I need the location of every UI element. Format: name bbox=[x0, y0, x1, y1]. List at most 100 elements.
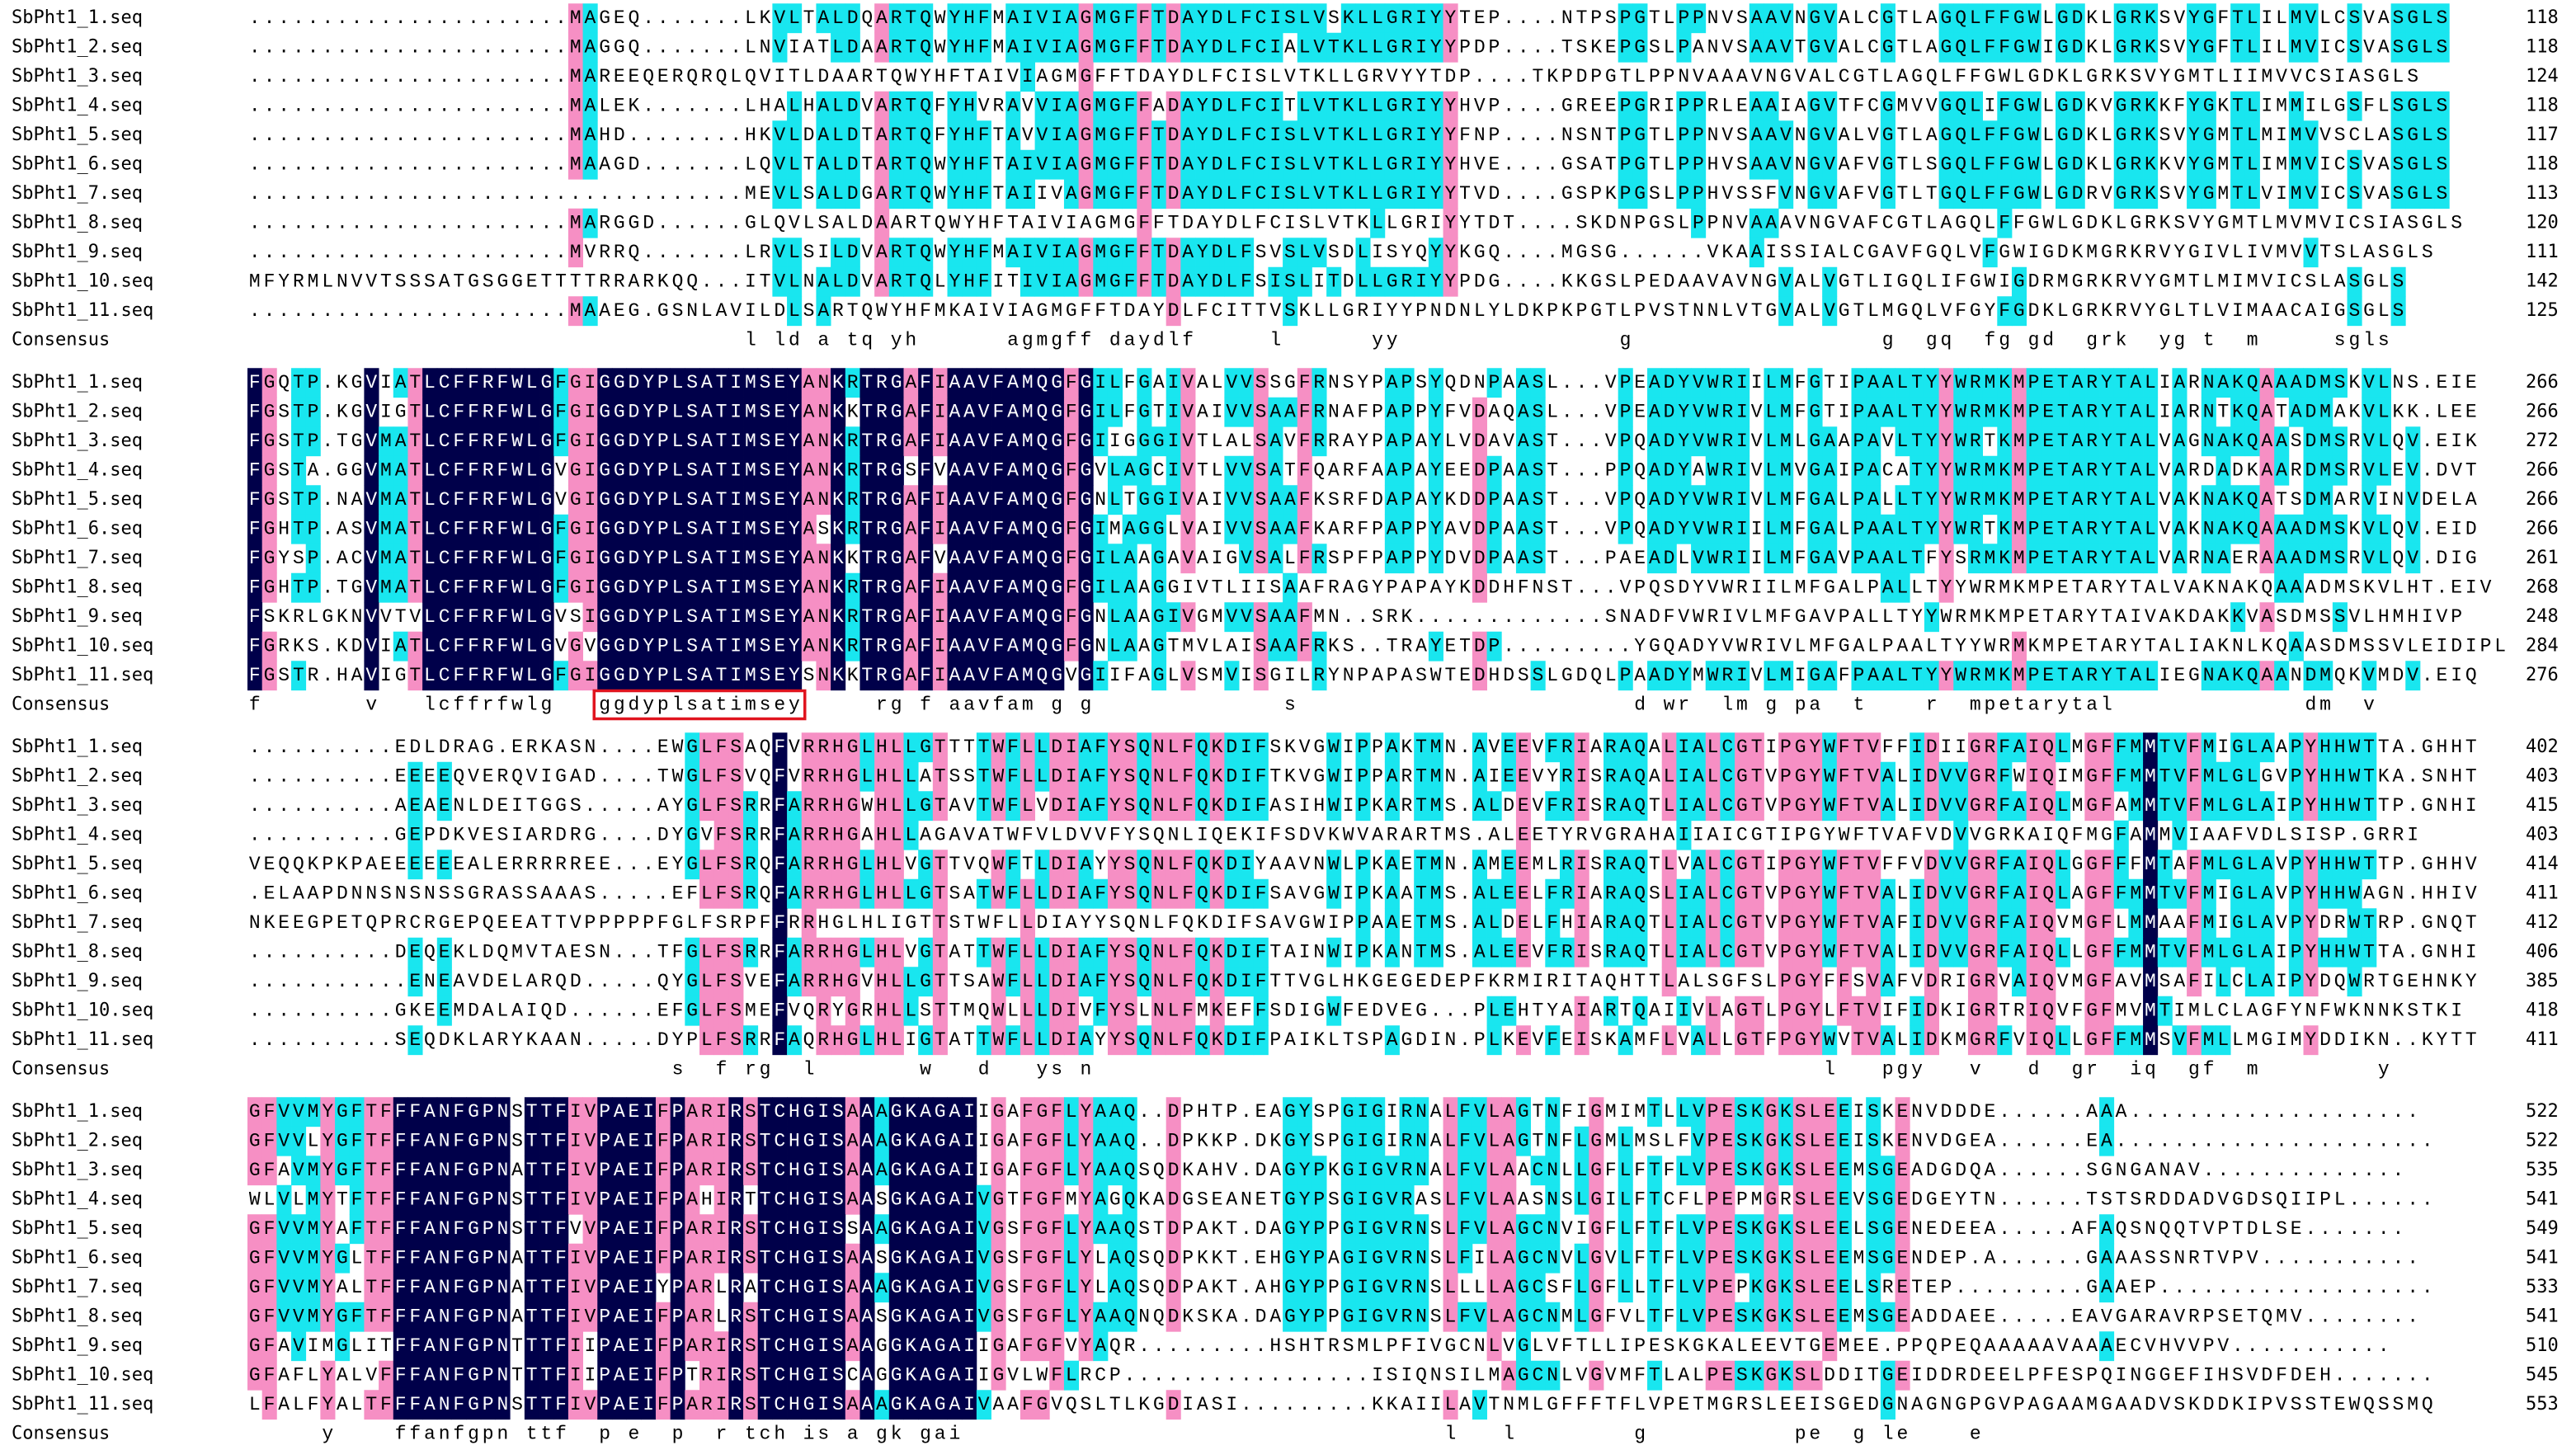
residue: I bbox=[2319, 37, 2331, 59]
residue: . bbox=[643, 7, 654, 29]
residue: E bbox=[1489, 154, 1500, 176]
residue: V bbox=[1824, 7, 1835, 29]
residue: . bbox=[686, 183, 698, 205]
residue: . bbox=[365, 96, 377, 117]
residue: G bbox=[2203, 37, 2215, 59]
residue: P bbox=[1620, 7, 1632, 29]
residue: I bbox=[1269, 7, 1281, 29]
residue: V bbox=[2276, 66, 2287, 87]
residue: S bbox=[2393, 7, 2404, 29]
residue: G bbox=[2057, 7, 2069, 29]
residue: A bbox=[1751, 96, 1763, 117]
residue: F bbox=[1241, 37, 1252, 59]
residue: F bbox=[1985, 154, 1996, 176]
residue: . bbox=[264, 125, 275, 146]
residue: S bbox=[817, 213, 829, 234]
residue: R bbox=[672, 66, 684, 87]
residue: V bbox=[1313, 37, 1325, 59]
residue: D bbox=[629, 154, 640, 176]
residue: P bbox=[1693, 154, 1704, 176]
residue: F bbox=[1138, 213, 1150, 234]
residue: S bbox=[1736, 7, 1748, 29]
residue: C bbox=[2348, 125, 2360, 146]
residue: Y bbox=[1415, 66, 1427, 87]
residue: L bbox=[1357, 183, 1368, 205]
residue: L bbox=[2422, 96, 2433, 117]
residue: V bbox=[1022, 125, 1034, 146]
residue: . bbox=[672, 96, 684, 117]
residue: G bbox=[1081, 66, 1092, 87]
residue: . bbox=[439, 183, 450, 205]
residue: A bbox=[1839, 183, 1850, 205]
residue: . bbox=[395, 125, 407, 146]
residue: L bbox=[2276, 7, 2287, 29]
residue: . bbox=[351, 183, 363, 205]
residue: T bbox=[1124, 66, 1136, 87]
residue: T bbox=[1328, 125, 1340, 146]
residue: P bbox=[1590, 183, 1602, 205]
residue: R bbox=[891, 125, 902, 146]
residue: M bbox=[1095, 183, 1106, 205]
residue: R bbox=[2130, 96, 2141, 117]
residue: V bbox=[1780, 37, 1792, 59]
residue: L bbox=[1911, 154, 1923, 176]
residue: G bbox=[2116, 7, 2127, 29]
residue: . bbox=[453, 7, 464, 29]
residue: N bbox=[760, 37, 771, 59]
residue: M bbox=[2291, 37, 2302, 59]
residue: V bbox=[2145, 66, 2156, 87]
residue: A bbox=[817, 96, 829, 117]
residue: K bbox=[760, 7, 771, 29]
residue: G bbox=[1081, 154, 1092, 176]
residue: . bbox=[716, 7, 728, 29]
residue: . bbox=[468, 125, 479, 146]
residue: A bbox=[1765, 7, 1777, 29]
residue: D bbox=[847, 7, 859, 29]
residue: . bbox=[424, 125, 436, 146]
residue: P bbox=[1561, 66, 1573, 87]
residue: F bbox=[978, 37, 990, 59]
residue: L bbox=[1299, 125, 1311, 146]
residue: H bbox=[760, 96, 771, 117]
residue: . bbox=[278, 183, 290, 205]
residue: E bbox=[629, 66, 640, 87]
residue: G bbox=[1561, 154, 1573, 176]
residue: R bbox=[1372, 66, 1383, 87]
residue: G bbox=[1941, 96, 1952, 117]
residue: G bbox=[2116, 183, 2127, 205]
residue: R bbox=[1415, 213, 1427, 234]
residue: V bbox=[2305, 183, 2316, 205]
residue: S bbox=[2159, 183, 2171, 205]
residue: C bbox=[2334, 7, 2346, 29]
residue: . bbox=[657, 183, 669, 205]
residue: R bbox=[1401, 37, 1412, 59]
residue: . bbox=[1503, 96, 1514, 117]
residue: A bbox=[1182, 154, 1194, 176]
residue: . bbox=[308, 183, 319, 205]
residue: . bbox=[351, 37, 363, 59]
residue: N bbox=[1707, 7, 1719, 29]
residue: A bbox=[861, 37, 873, 59]
residue: A bbox=[1153, 66, 1165, 87]
residue: E bbox=[1474, 7, 1486, 29]
residue: L bbox=[2378, 96, 2390, 117]
residue: D bbox=[1576, 66, 1588, 87]
residue: . bbox=[540, 213, 552, 234]
residue: . bbox=[511, 37, 523, 59]
residue: D bbox=[847, 37, 859, 59]
residue: . bbox=[1503, 154, 1514, 176]
residue: . bbox=[555, 66, 567, 87]
residue: Y bbox=[2188, 37, 2200, 59]
residue: L bbox=[1970, 154, 1981, 176]
residue: A bbox=[585, 125, 596, 146]
residue: . bbox=[395, 7, 407, 29]
residue: K bbox=[2145, 96, 2156, 117]
residue: F bbox=[1138, 7, 1150, 29]
residue: N bbox=[1795, 125, 1806, 146]
residue: T bbox=[1343, 213, 1354, 234]
residue: . bbox=[730, 37, 742, 59]
residue: . bbox=[439, 125, 450, 146]
residue: Q bbox=[920, 183, 931, 205]
residue: Y bbox=[1459, 213, 1471, 234]
residue: I bbox=[2319, 183, 2331, 205]
